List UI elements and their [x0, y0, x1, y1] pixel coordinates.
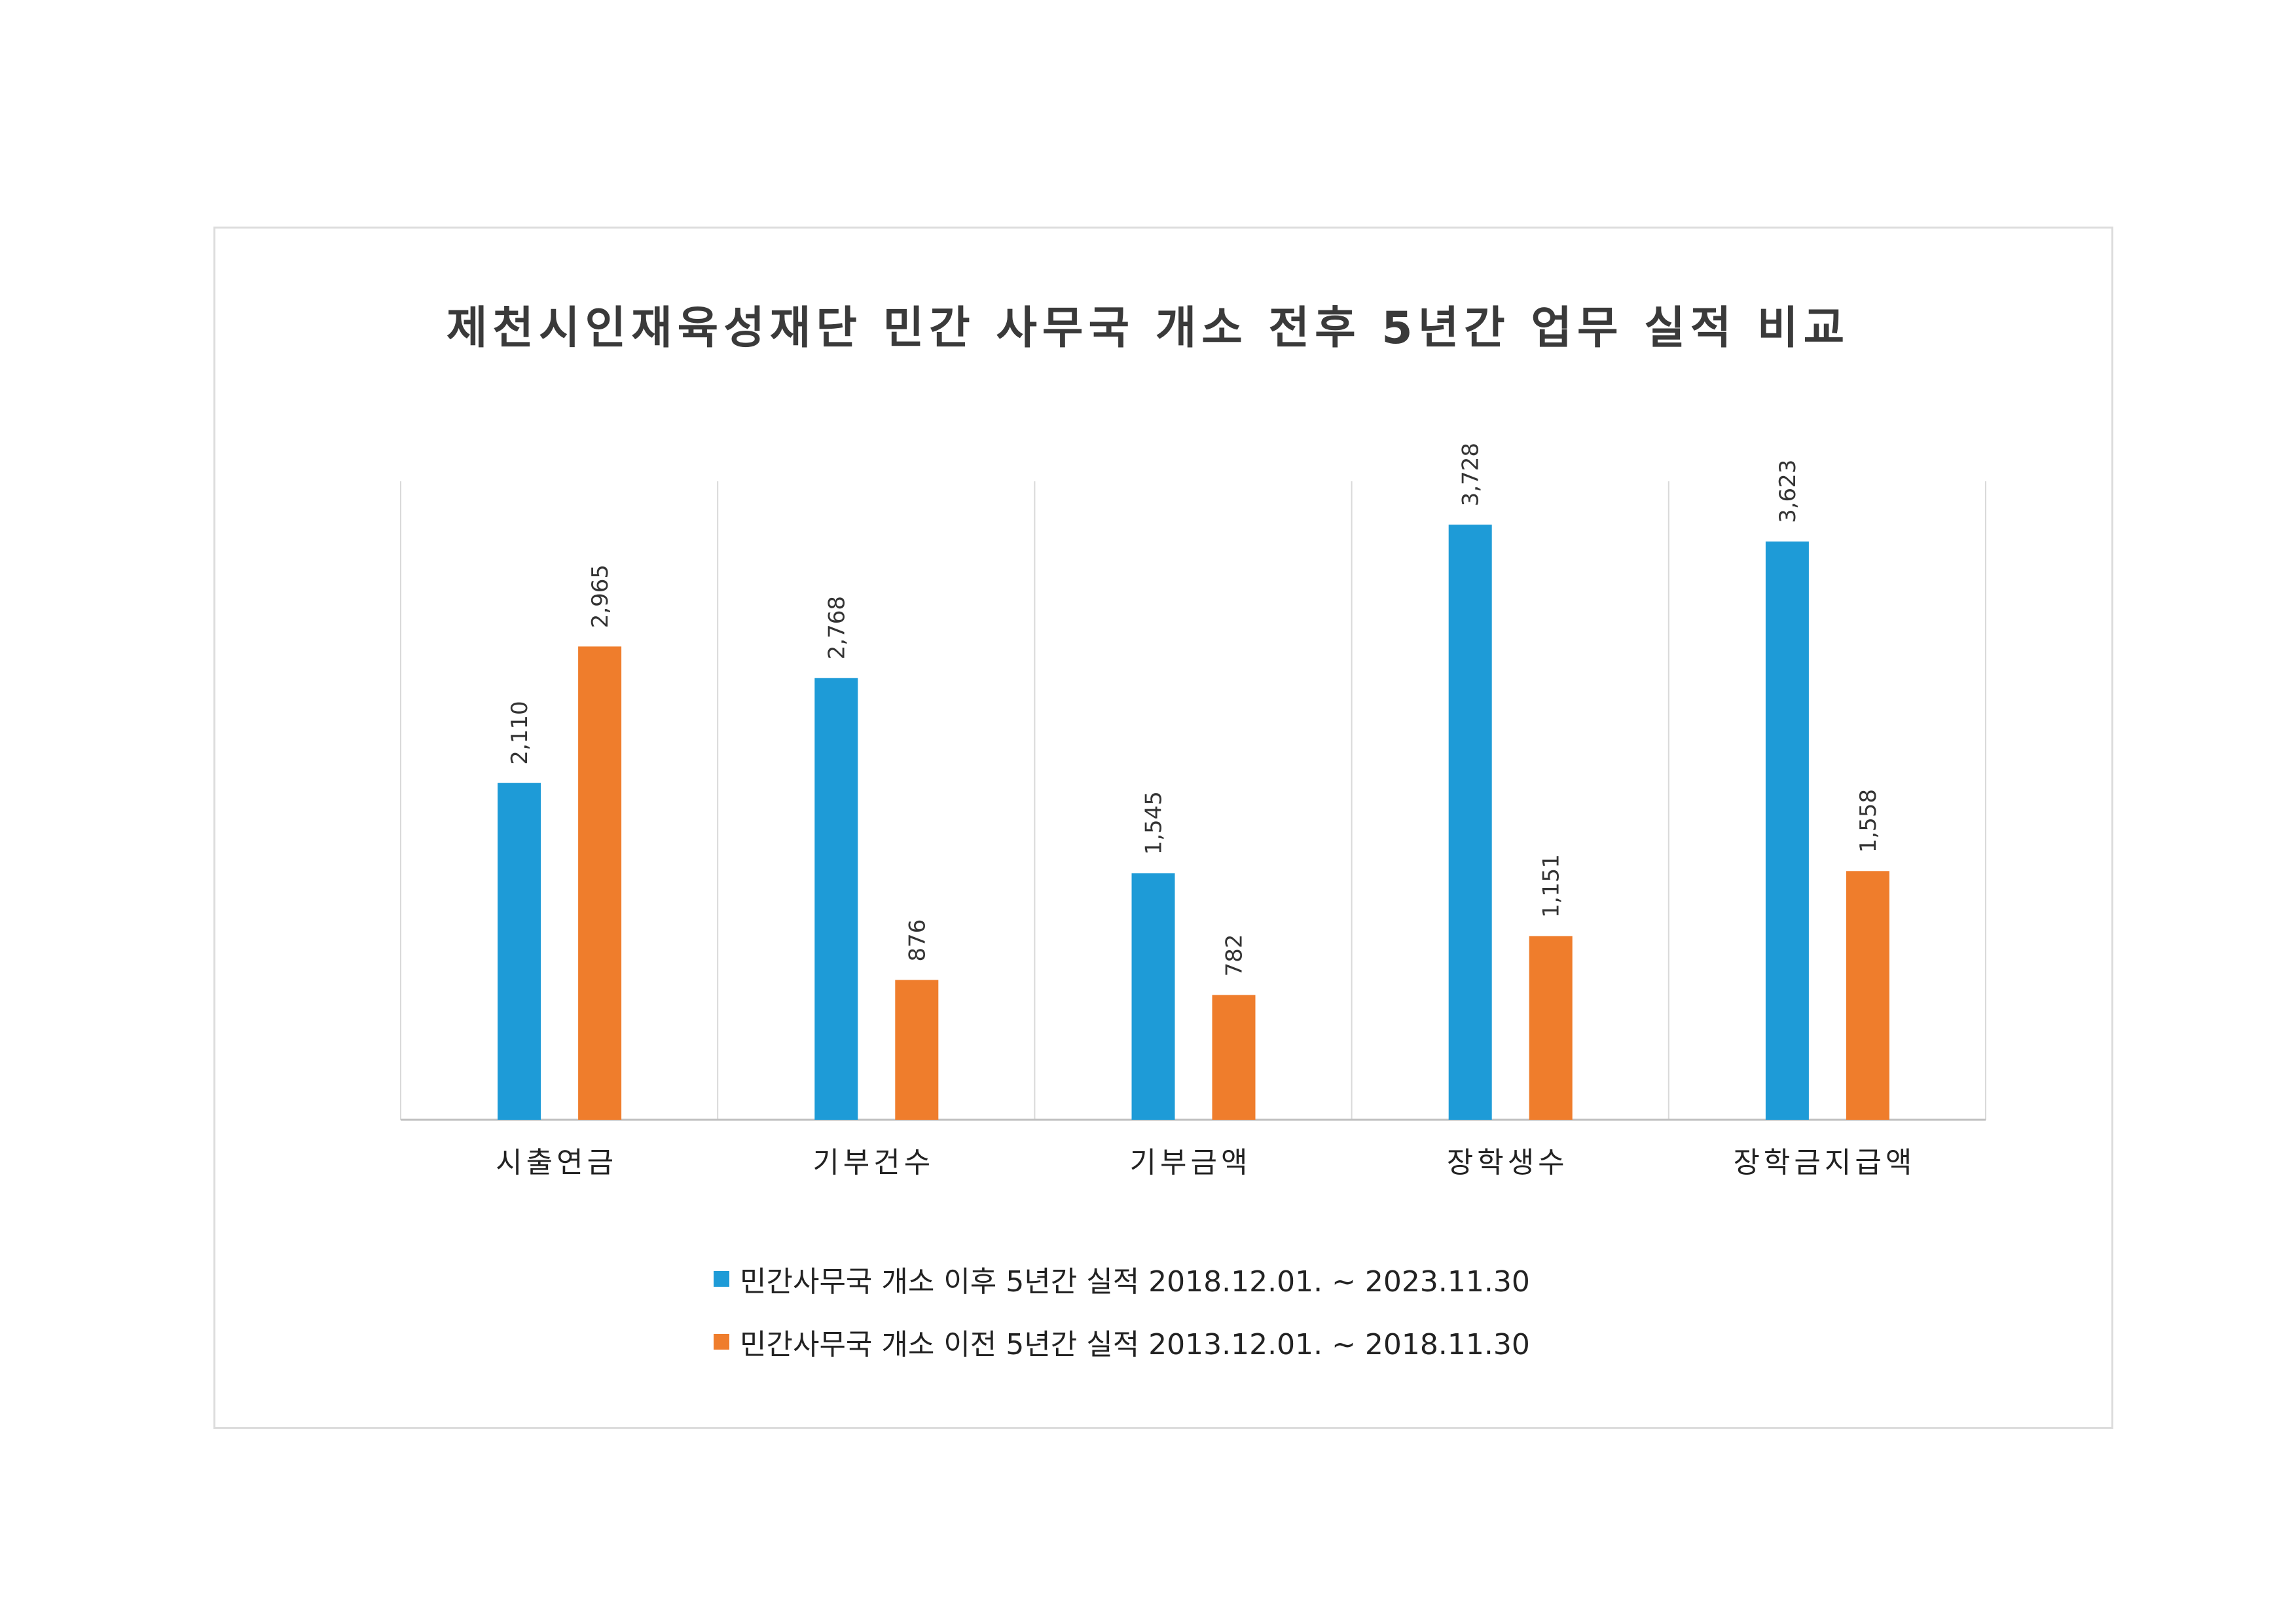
legend-swatch-after	[714, 1271, 729, 1287]
legend-item-before: 민간사무국 개소 이전 5년간 실적 2013.12.01. ~ 2018.11…	[714, 1310, 1530, 1373]
bar-before	[1846, 871, 1889, 1120]
data-label: 3,623	[1775, 460, 1801, 523]
data-label: 2,768	[824, 596, 850, 659]
legend-label-after: 민간사무국 개소 이후 5년간 실적 2018.12.01. ~ 2023.11…	[740, 1265, 1530, 1299]
data-label: 876	[904, 919, 930, 962]
bar-after	[498, 783, 541, 1120]
x-tick-label: 장학금지급액	[1733, 1146, 1916, 1179]
bar-after	[1448, 525, 1492, 1120]
data-label: 3,728	[1458, 443, 1484, 506]
data-label: 2,965	[587, 564, 613, 628]
data-label: 782	[1222, 934, 1248, 976]
data-label: 2,110	[507, 701, 533, 764]
bar-after	[1765, 541, 1809, 1120]
x-tick-label: 장학생수	[1447, 1146, 1569, 1179]
legend-item-after: 민간사무국 개소 이후 5년간 실적 2018.12.01. ~ 2023.11…	[714, 1247, 1530, 1310]
x-tick-label: 시출연금	[496, 1146, 617, 1179]
legend-label-before: 민간사무국 개소 이전 5년간 실적 2013.12.01. ~ 2018.11…	[740, 1328, 1530, 1361]
bar-before	[1212, 995, 1256, 1120]
x-tick-label: 기부건수	[812, 1146, 934, 1179]
legend-swatch-before	[714, 1334, 729, 1350]
bar-before	[895, 980, 939, 1120]
chart-title: 제천시인재육성재단 민간 사무국 개소 전후 5년간 업무 실적 비교	[446, 303, 1850, 354]
bar-after	[1131, 873, 1175, 1120]
x-tick-label: 기부금액	[1130, 1146, 1252, 1179]
data-label: 1,151	[1539, 854, 1565, 917]
data-label: 1,558	[1855, 789, 1882, 853]
bar-after	[814, 678, 858, 1120]
bar-before	[1529, 936, 1573, 1120]
bar-before	[578, 646, 622, 1120]
legend: 민간사무국 개소 이후 5년간 실적 2018.12.01. ~ 2023.11…	[714, 1247, 1530, 1373]
data-label: 1,545	[1141, 791, 1167, 855]
